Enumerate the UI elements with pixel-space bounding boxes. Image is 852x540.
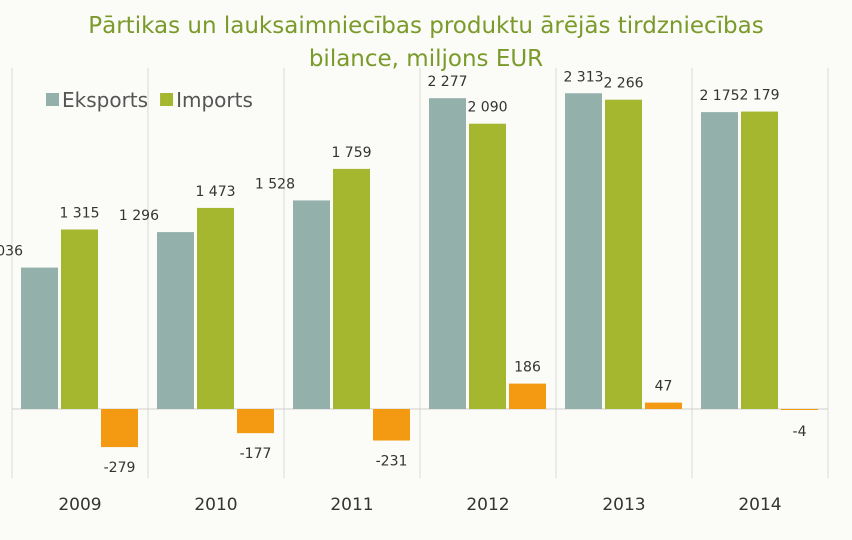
- bar-series-3-2013: [645, 402, 682, 409]
- bar-imports-2013: [605, 99, 642, 409]
- x-tick-label-2011: 2011: [330, 495, 373, 515]
- legend-swatch: [160, 93, 174, 106]
- bar-series-3-2012: [509, 383, 546, 409]
- data-label: 1 528: [255, 176, 295, 192]
- data-label: 186: [514, 360, 541, 376]
- data-label: 2 266: [603, 76, 643, 92]
- bar-eksports-2011: [293, 200, 330, 409]
- data-label: 2 175: [699, 88, 739, 104]
- chart-title: Pārtikas un lauksaimniecības produktu ār…: [0, 10, 852, 76]
- bar-eksports-2013: [565, 93, 602, 409]
- chart-title-line-1: Pārtikas un lauksaimniecības produktu ār…: [88, 13, 764, 39]
- data-label: 1 315: [59, 206, 99, 222]
- x-tick-label-2014: 2014: [738, 495, 781, 515]
- data-label: 47: [655, 379, 673, 395]
- x-tick-label-2010: 2010: [194, 495, 237, 515]
- legend-swatch: [46, 93, 59, 106]
- bar-imports-2012: [469, 123, 506, 409]
- bar-series-3-2009: [101, 409, 138, 448]
- bar-eksports-2009: [21, 267, 58, 409]
- data-label: 1 759: [331, 145, 371, 161]
- x-tick-label-2009: 2009: [58, 495, 101, 515]
- data-label: -231: [376, 454, 408, 470]
- data-label: -177: [240, 446, 272, 462]
- data-label: 2 313: [563, 69, 603, 85]
- legend-label: Eksports: [62, 88, 148, 112]
- x-tick-label-2013: 2013: [602, 495, 645, 515]
- bar-eksports-2012: [429, 98, 466, 409]
- bar-imports-2010: [197, 207, 234, 409]
- data-label: 1 036: [0, 244, 23, 260]
- x-tick-label-2012: 2012: [466, 495, 509, 515]
- legend-label: Imports: [176, 88, 253, 112]
- bar-imports-2009: [61, 229, 98, 409]
- bar-series-3-2010: [237, 409, 274, 434]
- data-label: 1 473: [195, 184, 235, 200]
- data-label: 2 090: [467, 100, 507, 116]
- bar-imports-2014: [741, 111, 778, 409]
- data-label: -279: [104, 460, 136, 476]
- data-label: 1 296: [119, 208, 159, 224]
- bar-series-3-2011: [373, 409, 410, 441]
- data-label: -4: [793, 424, 807, 440]
- data-label: 2 179: [739, 88, 779, 104]
- data-label: 2 277: [427, 74, 467, 90]
- bar-eksports-2014: [701, 112, 738, 410]
- bar-eksports-2010: [157, 232, 194, 409]
- bar-imports-2011: [333, 168, 370, 409]
- chart-title-line-2: bilance, miljons EUR: [308, 46, 544, 72]
- bar-series-3-2014: [781, 409, 818, 410]
